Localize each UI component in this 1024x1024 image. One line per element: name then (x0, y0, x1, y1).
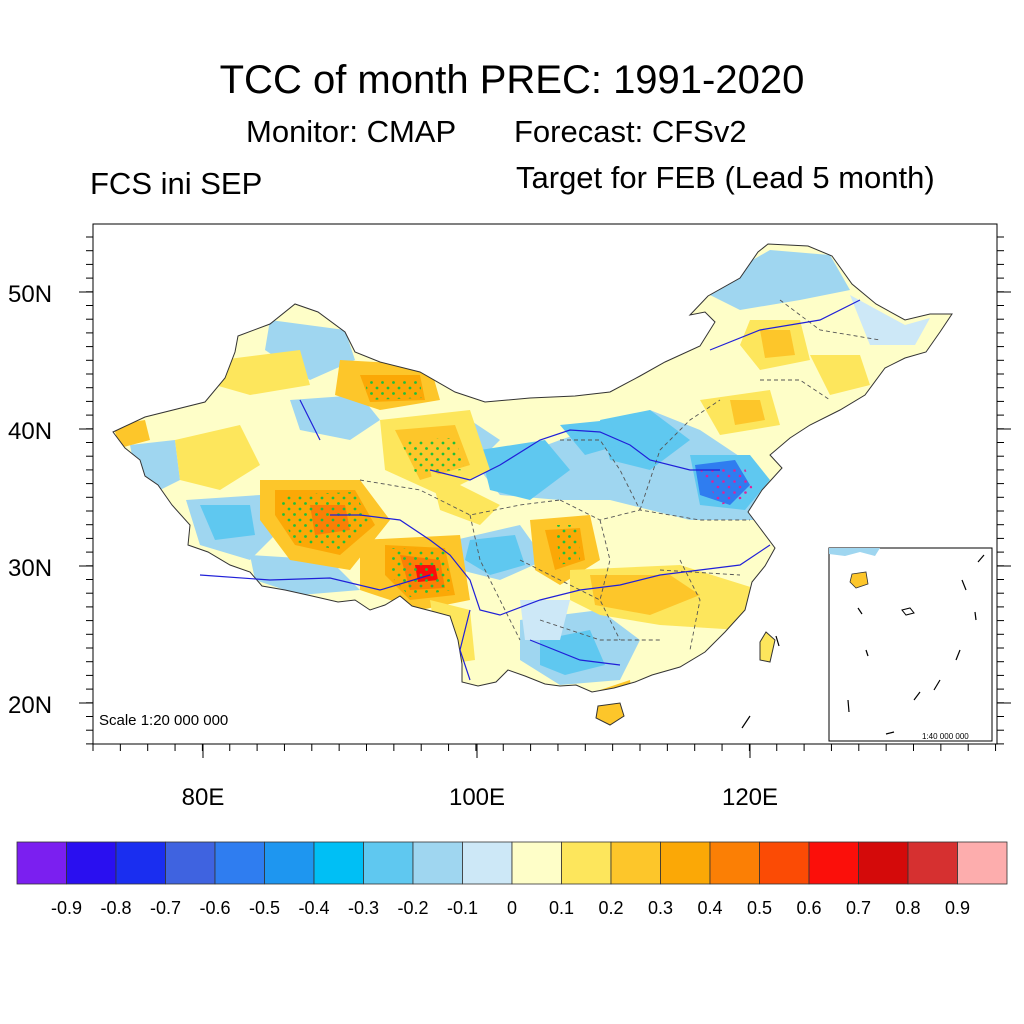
lon-label-80e: 80E (182, 784, 225, 811)
colorbar-swatch (660, 841, 711, 885)
sea-boundary-dashes (741, 635, 780, 729)
colorbar-swatch (16, 841, 67, 885)
colorbar-label: -0.4 (298, 898, 329, 918)
chart-title: TCC of month PREC: 1991-2020 (219, 58, 805, 102)
colorbar-swatch (709, 841, 760, 885)
colorbar-swatch (957, 841, 1008, 885)
colorbar-label: -0.3 (348, 898, 379, 918)
inset-scale-text: 1:40 000 000 (922, 732, 969, 741)
colorbar-label: 0.9 (945, 898, 970, 918)
province-borders (359, 299, 881, 651)
colorbar-label: 0.3 (648, 898, 673, 918)
colorbar-label: 0 (507, 898, 517, 918)
colorbar-swatch (858, 841, 909, 885)
colorbar-label: 0.5 (747, 898, 772, 918)
colorbar-label: 0.8 (895, 898, 920, 918)
target-label: Target for FEB (Lead 5 month) (516, 160, 935, 195)
colorbar-label: 0.7 (846, 898, 871, 918)
colorbar-swatch (412, 841, 463, 885)
colorbar-label: -0.1 (447, 898, 478, 918)
lat-label-40n: 40N (8, 418, 52, 445)
taiwan (759, 631, 776, 663)
colorbar-label: -0.2 (397, 898, 428, 918)
lat-label-50n: 50N (8, 281, 52, 308)
china-outline (112, 243, 953, 693)
scale-text: Scale 1:20 000 000 (99, 712, 228, 729)
colorbar-swatch (165, 841, 216, 885)
colorbar-swatch (115, 841, 166, 885)
colorbar-label: -0.6 (199, 898, 230, 918)
lon-label-100e: 100E (449, 784, 505, 811)
lon-label-120e: 120E (722, 784, 778, 811)
colorbar-label: 0.6 (796, 898, 821, 918)
colorbar-label: 0.2 (598, 898, 623, 918)
colorbar-label: 0.1 (549, 898, 574, 918)
colorbar-swatch (462, 841, 513, 885)
colorbar-label: -0.5 (249, 898, 280, 918)
colorbar-label: -0.9 (51, 898, 82, 918)
lat-label-20n: 20N (8, 692, 52, 719)
colorbar-swatch (610, 841, 661, 885)
colorbar-swatch (561, 841, 612, 885)
colorbar-swatch (808, 841, 859, 885)
rivers (199, 299, 861, 681)
colorbar-swatch (66, 841, 117, 885)
forecast-subtitle: Forecast: CFSv2 (514, 114, 747, 149)
monitor-subtitle: Monitor: CMAP (246, 114, 457, 149)
colorbar-label: -0.7 (150, 898, 181, 918)
colorbar-swatch (907, 841, 958, 885)
colorbar-swatch (759, 841, 810, 885)
colorbar: -0.9 -0.8 -0.7 -0.6 -0.5 -0.4 -0.3 -0.2 -0.1 0 0.1… (16, 841, 1008, 918)
hainan (595, 702, 625, 726)
colorbar-swatch (264, 841, 315, 885)
colorbar-label: -0.8 (100, 898, 131, 918)
colorbar-swatch (214, 841, 265, 885)
colorbar-swatch (511, 841, 562, 885)
colorbar-swatch (363, 841, 414, 885)
south-china-sea-inset: 1:40 000 000 (828, 547, 993, 742)
colorbar-swatch (313, 841, 364, 885)
initialization-label: FCS ini SEP (90, 166, 263, 201)
axis-ticks (79, 236, 1011, 758)
lat-label-30n: 30N (8, 555, 52, 582)
colorbar-label: 0.4 (697, 898, 722, 918)
